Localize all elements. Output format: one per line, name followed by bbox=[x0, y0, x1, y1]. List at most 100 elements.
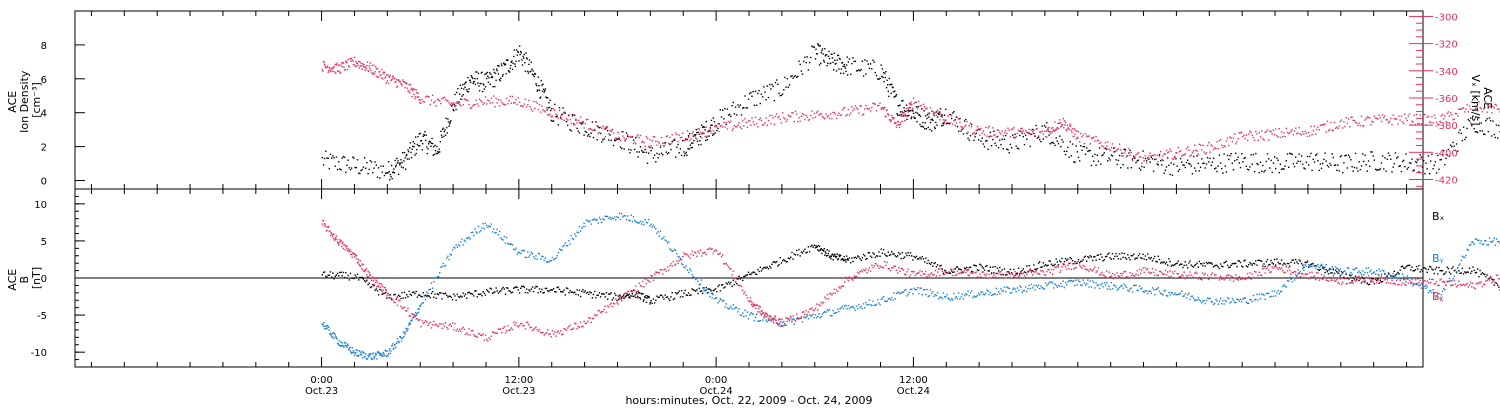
bx-point bbox=[542, 292, 544, 294]
by-point bbox=[587, 220, 589, 222]
bz-point bbox=[453, 328, 455, 331]
velocity-point bbox=[547, 114, 549, 116]
velocity-point bbox=[384, 77, 386, 79]
bx-point bbox=[1102, 260, 1104, 262]
density-point bbox=[421, 149, 423, 151]
bz-point bbox=[433, 320, 435, 323]
bx-point bbox=[1337, 272, 1339, 274]
bx-point bbox=[853, 257, 855, 259]
bx-point bbox=[1042, 262, 1044, 264]
by-point bbox=[1485, 240, 1487, 242]
velocity-point bbox=[1172, 158, 1175, 160]
density-point bbox=[773, 100, 776, 102]
bx-point bbox=[523, 286, 525, 288]
by-point bbox=[1344, 270, 1346, 272]
by-point bbox=[1068, 279, 1070, 282]
bx-point bbox=[832, 259, 834, 261]
velocity-point bbox=[602, 125, 604, 127]
by-point bbox=[804, 317, 806, 319]
velocity-point bbox=[482, 103, 484, 106]
by-point bbox=[1017, 289, 1020, 291]
by-point bbox=[824, 311, 826, 313]
by-point bbox=[466, 237, 468, 239]
by-point bbox=[889, 298, 892, 301]
by-point bbox=[1100, 284, 1102, 286]
bx-point bbox=[518, 292, 521, 294]
by-point bbox=[1030, 283, 1033, 286]
density-point bbox=[932, 119, 934, 122]
by-point bbox=[951, 297, 953, 300]
bz-point bbox=[646, 279, 649, 281]
density-point bbox=[1007, 149, 1009, 151]
bz-point bbox=[668, 269, 670, 271]
by-point bbox=[779, 325, 781, 327]
by-point bbox=[360, 352, 362, 354]
velocity-point bbox=[1209, 151, 1211, 153]
velocity-point bbox=[380, 77, 383, 79]
velocity-point bbox=[410, 89, 412, 91]
velocity-point bbox=[1098, 142, 1101, 145]
density-point bbox=[1418, 171, 1420, 173]
density-point bbox=[1343, 162, 1345, 164]
by-point bbox=[323, 322, 325, 324]
bx-point bbox=[1182, 266, 1184, 269]
by-point bbox=[376, 358, 378, 360]
by-point bbox=[905, 288, 907, 291]
bz-point bbox=[591, 317, 594, 319]
velocity-point bbox=[1170, 150, 1172, 152]
velocity-point bbox=[663, 142, 665, 144]
bx-point bbox=[1120, 258, 1122, 260]
by-point bbox=[426, 291, 428, 293]
velocity-point bbox=[1255, 130, 1257, 133]
bx-point bbox=[1040, 266, 1042, 269]
density-point bbox=[1124, 148, 1127, 151]
by-point bbox=[497, 234, 500, 236]
bx-point bbox=[940, 264, 942, 267]
bx-point bbox=[345, 272, 347, 274]
density-point bbox=[1154, 158, 1156, 161]
by-point bbox=[906, 295, 908, 297]
density-point bbox=[1238, 162, 1240, 164]
velocity-point bbox=[418, 99, 420, 101]
by-point bbox=[1416, 283, 1418, 286]
by-point bbox=[434, 276, 436, 279]
density-point bbox=[417, 135, 419, 138]
bx-point bbox=[356, 273, 359, 275]
bx-point bbox=[1338, 270, 1340, 272]
bx-point bbox=[1035, 268, 1037, 271]
density-point bbox=[1054, 144, 1056, 147]
velocity-point bbox=[1057, 127, 1060, 130]
bz-point bbox=[375, 281, 377, 283]
density-point bbox=[1244, 157, 1246, 159]
velocity-point bbox=[880, 108, 882, 110]
bx-point bbox=[862, 253, 865, 256]
bz-point bbox=[625, 292, 628, 295]
bz-point bbox=[467, 333, 469, 336]
velocity-point bbox=[1307, 131, 1310, 134]
by-point bbox=[368, 353, 370, 355]
density-point bbox=[868, 67, 871, 69]
by-point bbox=[369, 352, 372, 355]
by-point bbox=[338, 339, 340, 342]
density-point bbox=[1204, 167, 1206, 169]
density-point bbox=[817, 44, 820, 46]
density-point bbox=[561, 113, 563, 116]
bz-point bbox=[583, 320, 585, 322]
by-point bbox=[595, 219, 597, 221]
velocity-point bbox=[513, 102, 515, 104]
density-point bbox=[919, 123, 921, 126]
velocity-point bbox=[979, 134, 981, 136]
bz-point bbox=[537, 330, 539, 332]
bz-point bbox=[532, 328, 535, 331]
density-point bbox=[446, 132, 448, 134]
density-point bbox=[653, 154, 656, 156]
velocity-point bbox=[854, 105, 857, 107]
density-point bbox=[1090, 164, 1093, 167]
density-point bbox=[1160, 160, 1162, 162]
bx-point bbox=[497, 292, 500, 294]
density-point bbox=[663, 145, 665, 147]
velocity-point bbox=[1199, 144, 1202, 146]
density-point bbox=[524, 70, 527, 73]
velocity-point bbox=[877, 104, 879, 107]
bx-point bbox=[1438, 266, 1440, 269]
